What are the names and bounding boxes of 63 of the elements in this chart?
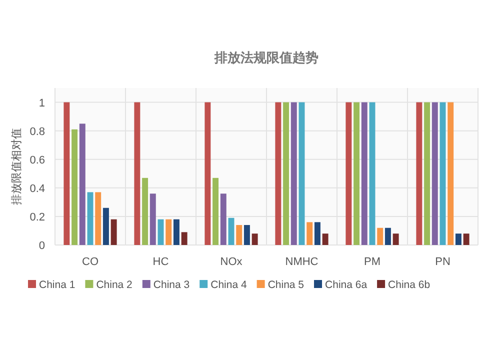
x-tick-label: HC xyxy=(152,256,169,268)
bar xyxy=(244,225,250,245)
legend-label: China 1 xyxy=(39,279,76,291)
x-tick-label: PM xyxy=(364,256,380,268)
bar xyxy=(95,192,102,245)
bar xyxy=(102,208,109,245)
bar xyxy=(424,102,430,245)
bar xyxy=(236,225,242,245)
bar xyxy=(314,222,320,245)
bar xyxy=(440,102,446,245)
bar xyxy=(377,228,384,245)
bar xyxy=(346,102,352,245)
bar xyxy=(448,102,454,245)
bar xyxy=(220,194,226,245)
bar xyxy=(87,192,94,245)
x-tick-label: NOx xyxy=(220,256,243,268)
bar xyxy=(134,102,140,245)
legend-label: China 2 xyxy=(96,279,133,291)
bar xyxy=(252,234,258,245)
x-tick-label: CO xyxy=(82,256,99,268)
bar xyxy=(228,218,234,245)
bar xyxy=(298,102,305,245)
bar xyxy=(204,102,211,245)
bar xyxy=(463,234,470,245)
y-axis-title: 排放限值相对值 xyxy=(10,128,23,205)
bar xyxy=(173,219,180,245)
bar xyxy=(369,102,376,245)
bar xyxy=(306,222,313,245)
bar xyxy=(110,219,117,245)
x-tick-label: PN xyxy=(435,256,450,268)
bar xyxy=(354,102,360,245)
y-tick-label: 0.4 xyxy=(30,182,45,195)
bar xyxy=(142,178,148,245)
bar xyxy=(166,219,172,245)
bar xyxy=(392,234,399,245)
bar xyxy=(290,102,297,245)
bar xyxy=(275,102,282,245)
bar xyxy=(384,228,391,245)
y-tick-label: 0 xyxy=(38,240,45,252)
bar xyxy=(72,129,78,245)
legend-label: China 4 xyxy=(210,279,247,291)
bar xyxy=(361,102,368,245)
chart-title: 排放法规限值趋势 xyxy=(214,50,318,65)
legend-label: China 6b xyxy=(388,279,430,291)
y-tick-label: 0.6 xyxy=(30,154,45,166)
bar xyxy=(64,102,70,245)
y-tick-label: 0.2 xyxy=(30,211,45,224)
legend-label: China 3 xyxy=(153,279,190,291)
bar xyxy=(283,102,290,245)
bar xyxy=(150,194,156,245)
y-tick-label: 1 xyxy=(38,97,45,110)
bar xyxy=(432,102,438,245)
bar xyxy=(212,178,219,245)
bar xyxy=(79,124,86,245)
legend-label: China 5 xyxy=(268,279,304,291)
bar xyxy=(322,234,328,245)
bar xyxy=(416,102,422,245)
y-tick-label: 0.8 xyxy=(30,126,45,138)
bar xyxy=(158,219,164,245)
legend-label: China 6a xyxy=(325,279,368,291)
x-tick-label: NMHC xyxy=(285,256,318,268)
bar xyxy=(455,234,462,245)
bar xyxy=(181,232,188,245)
